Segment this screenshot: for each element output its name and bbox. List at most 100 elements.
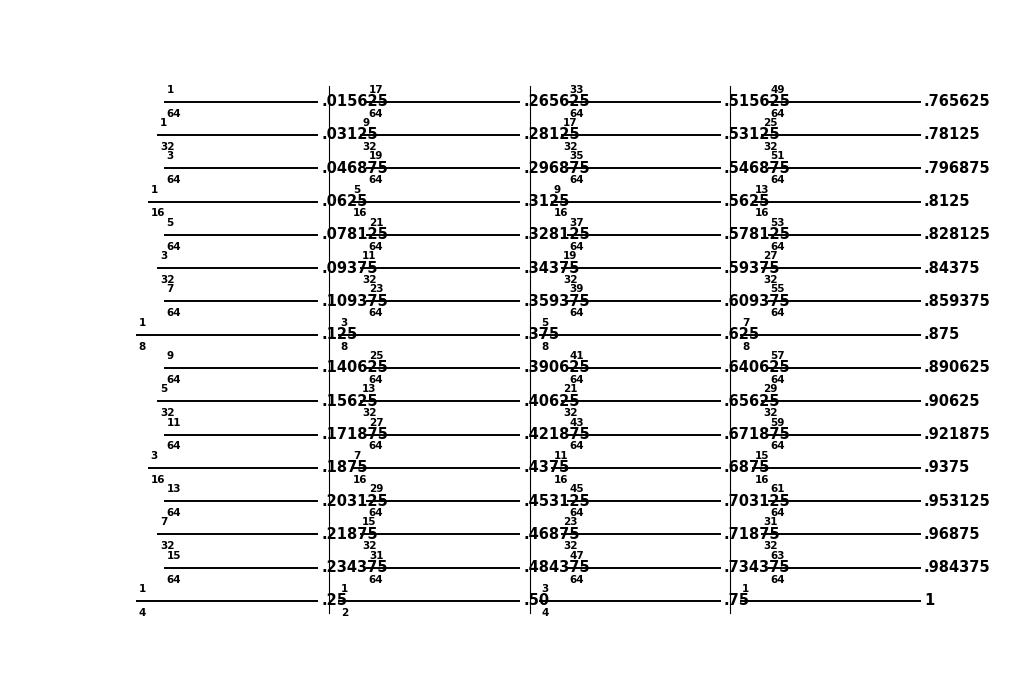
Text: .671875: .671875 — [724, 427, 791, 442]
Text: 64: 64 — [569, 242, 585, 252]
Text: 9: 9 — [554, 185, 561, 194]
Text: 4: 4 — [542, 608, 549, 618]
Text: 64: 64 — [569, 309, 585, 318]
Text: 64: 64 — [369, 574, 383, 585]
Text: 27: 27 — [369, 417, 383, 428]
Text: 39: 39 — [569, 284, 584, 295]
Text: 19: 19 — [369, 152, 383, 161]
Text: 64: 64 — [167, 242, 181, 252]
Text: .140625: .140625 — [322, 361, 388, 376]
Text: .40625: .40625 — [523, 394, 580, 409]
Text: 21: 21 — [369, 218, 383, 228]
Text: 61: 61 — [770, 484, 784, 494]
Text: 15: 15 — [167, 551, 181, 561]
Text: 64: 64 — [569, 175, 585, 185]
Text: .171875: .171875 — [322, 427, 388, 442]
Text: .421875: .421875 — [523, 427, 590, 442]
Text: 64: 64 — [167, 375, 181, 385]
Text: 19: 19 — [563, 251, 578, 261]
Text: 1: 1 — [138, 318, 145, 328]
Text: .046875: .046875 — [322, 161, 388, 176]
Text: 17: 17 — [563, 118, 578, 128]
Text: 3: 3 — [160, 251, 167, 261]
Text: 16: 16 — [554, 475, 568, 485]
Text: 25: 25 — [369, 351, 383, 361]
Text: .796875: .796875 — [924, 161, 990, 176]
Text: 37: 37 — [569, 218, 585, 228]
Text: .234375: .234375 — [322, 561, 388, 575]
Text: .6875: .6875 — [724, 460, 770, 475]
Text: .53125: .53125 — [724, 127, 780, 143]
Text: .15625: .15625 — [322, 394, 378, 409]
Text: .1875: .1875 — [322, 460, 369, 475]
Text: 3: 3 — [167, 152, 174, 161]
Text: 51: 51 — [770, 152, 784, 161]
Text: .296875: .296875 — [523, 161, 590, 176]
Text: 63: 63 — [770, 551, 784, 561]
Text: .828125: .828125 — [924, 228, 991, 242]
Text: .28125: .28125 — [523, 127, 580, 143]
Text: .84375: .84375 — [924, 261, 981, 275]
Text: 64: 64 — [770, 175, 785, 185]
Text: .203125: .203125 — [322, 493, 388, 509]
Text: 16: 16 — [353, 208, 368, 219]
Text: .890625: .890625 — [924, 361, 991, 376]
Text: .640625: .640625 — [724, 361, 791, 376]
Text: 64: 64 — [167, 508, 181, 518]
Text: 64: 64 — [770, 109, 785, 118]
Text: 32: 32 — [362, 541, 377, 552]
Text: 25: 25 — [764, 118, 778, 128]
Text: 64: 64 — [770, 309, 785, 318]
Text: 64: 64 — [569, 441, 585, 451]
Text: 5: 5 — [353, 185, 360, 194]
Text: 7: 7 — [167, 284, 174, 295]
Text: 16: 16 — [353, 475, 368, 485]
Text: .78125: .78125 — [924, 127, 981, 143]
Text: 16: 16 — [151, 208, 165, 219]
Text: 64: 64 — [770, 375, 785, 385]
Text: 16: 16 — [151, 475, 165, 485]
Text: .953125: .953125 — [924, 493, 991, 509]
Text: 59: 59 — [770, 417, 784, 428]
Text: 7: 7 — [160, 518, 167, 527]
Text: 64: 64 — [569, 574, 585, 585]
Text: 33: 33 — [569, 84, 584, 95]
Text: .5625: .5625 — [724, 194, 770, 209]
Text: 35: 35 — [569, 152, 584, 161]
Text: .625: .625 — [724, 327, 760, 342]
Text: 21: 21 — [563, 384, 578, 394]
Text: 5: 5 — [542, 318, 549, 328]
Text: 64: 64 — [167, 574, 181, 585]
Text: 41: 41 — [569, 351, 585, 361]
Text: 64: 64 — [770, 574, 785, 585]
Text: .09375: .09375 — [322, 261, 378, 275]
Text: 32: 32 — [160, 142, 174, 152]
Text: 11: 11 — [362, 251, 377, 261]
Text: 23: 23 — [563, 518, 578, 527]
Text: 8: 8 — [341, 342, 348, 352]
Text: 2: 2 — [341, 608, 348, 618]
Text: 15: 15 — [755, 451, 769, 461]
Text: 13: 13 — [362, 384, 377, 394]
Text: 13: 13 — [167, 484, 181, 494]
Text: .453125: .453125 — [523, 493, 590, 509]
Text: .078125: .078125 — [322, 228, 388, 242]
Text: 4: 4 — [138, 608, 145, 618]
Text: 3: 3 — [542, 584, 549, 594]
Text: 16: 16 — [554, 208, 568, 219]
Text: .515625: .515625 — [724, 94, 791, 109]
Text: 43: 43 — [569, 417, 585, 428]
Text: 64: 64 — [369, 441, 383, 451]
Text: .4375: .4375 — [523, 460, 569, 475]
Text: .50: .50 — [523, 594, 549, 608]
Text: .25: .25 — [322, 594, 347, 608]
Text: 15: 15 — [362, 518, 377, 527]
Text: 53: 53 — [770, 218, 784, 228]
Text: 9: 9 — [362, 118, 370, 128]
Text: 16: 16 — [755, 208, 769, 219]
Text: 31: 31 — [764, 518, 778, 527]
Text: .21875: .21875 — [322, 527, 378, 542]
Text: .3125: .3125 — [523, 194, 569, 209]
Text: 17: 17 — [369, 84, 383, 95]
Text: 64: 64 — [167, 309, 181, 318]
